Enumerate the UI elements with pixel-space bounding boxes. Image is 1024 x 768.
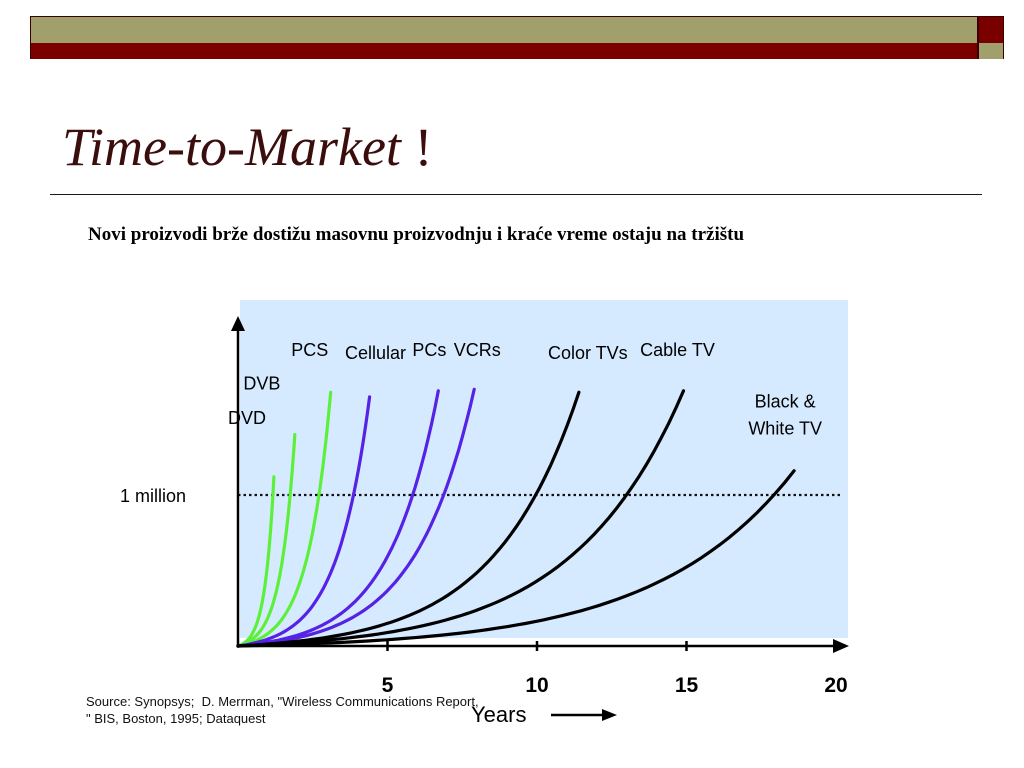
corner-maroon-square — [979, 17, 1003, 43]
x-tick-label-1: 10 — [525, 674, 548, 697]
top-decorative-bar — [30, 16, 978, 59]
series-label-0: DVD — [228, 408, 266, 428]
series-line-3 — [236, 395, 372, 648]
x-tick-label-2: 15 — [675, 674, 699, 697]
plot-background — [240, 300, 848, 638]
series-label-2: PCS — [291, 340, 328, 360]
series-line-2 — [236, 390, 333, 648]
series-label-6: Color TVs — [548, 343, 628, 363]
top-bar-maroon-stripe — [31, 43, 977, 59]
top-bar-olive-stripe — [31, 17, 977, 43]
slide-subtitle: Novi proizvodi brže dostižu masovnu proi… — [88, 224, 745, 245]
series-line-7 — [236, 389, 686, 648]
x-tick-label-0: 5 — [382, 674, 394, 697]
top-right-corner-block — [978, 16, 1004, 59]
x-tick-label-3: 20 — [824, 674, 847, 697]
slide-title: Time-to-Market ! — [62, 114, 432, 180]
slide-title-suffix: ! — [414, 117, 433, 177]
series-label-8-line2: White TV — [748, 418, 822, 438]
y-axis-arrowhead — [231, 316, 245, 331]
corner-olive-square — [979, 43, 1003, 59]
slide-title-text: Time-to-Market — [62, 117, 401, 177]
title-underline — [50, 194, 982, 195]
series-label-8: Black & — [755, 391, 816, 411]
source-citation: Source: Synopsys; D. Merrman, "Wireless … — [86, 694, 479, 726]
series-label-5: VCRs — [454, 340, 501, 360]
reference-label: 1 million — [120, 486, 186, 506]
x-axis-title-arrowhead — [602, 709, 617, 721]
series-label-3: Cellular — [345, 343, 406, 363]
series-label-7: Cable TV — [640, 340, 715, 360]
series-label-1: DVB — [243, 373, 280, 393]
series-line-5 — [236, 387, 476, 648]
series-label-4: PCs — [412, 340, 446, 360]
series-line-8 — [236, 469, 796, 648]
x-axis-title: Years — [471, 702, 526, 727]
